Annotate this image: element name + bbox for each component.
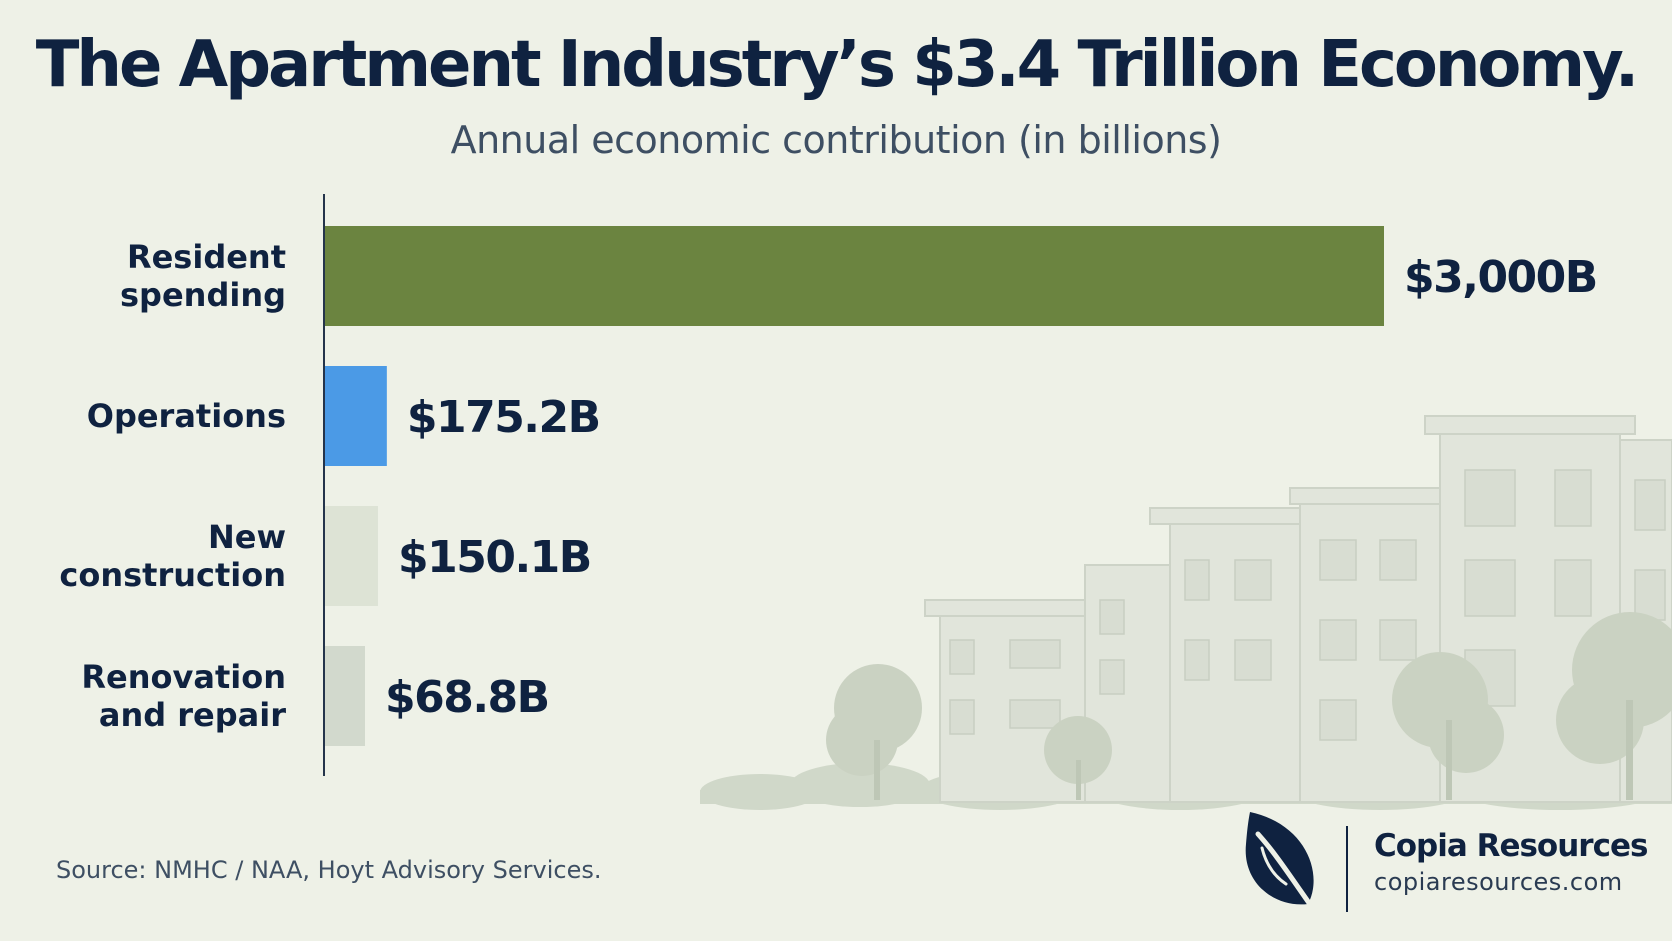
bar-3 xyxy=(325,646,365,746)
bar-0 xyxy=(325,226,1384,326)
category-label-2: New construction xyxy=(59,518,286,594)
category-label-1: Operations xyxy=(87,397,286,435)
bar-1 xyxy=(325,366,387,466)
apartment-buildings-illustration xyxy=(700,415,1672,810)
chart-title: The Apartment Industry’s $3.4 Trillion E… xyxy=(35,28,1639,102)
value-label-2: $150.1B xyxy=(398,532,591,583)
bar-2 xyxy=(325,506,378,606)
bars-group: $3,000B Resident spending $175.2B Operations… xyxy=(59,226,1598,746)
value-label-1: $175.2B xyxy=(407,392,600,443)
leaf-icon xyxy=(1245,812,1317,913)
value-label-3: $68.8B xyxy=(385,672,549,723)
category-label-0: Resident spending xyxy=(120,238,286,314)
source-note: Source: NMHC / NAA, Hoyt Advisory Servic… xyxy=(56,856,602,884)
chart-subtitle: Annual economic contribution (in billion… xyxy=(450,118,1222,162)
brand-divider xyxy=(1346,826,1348,912)
value-label-0: $3,000B xyxy=(1404,252,1597,303)
brand-name: Copia Resources xyxy=(1374,828,1648,864)
category-label-3: Renovation and repair xyxy=(81,658,286,734)
brand-url[interactable]: copiaresources.com xyxy=(1374,868,1623,896)
